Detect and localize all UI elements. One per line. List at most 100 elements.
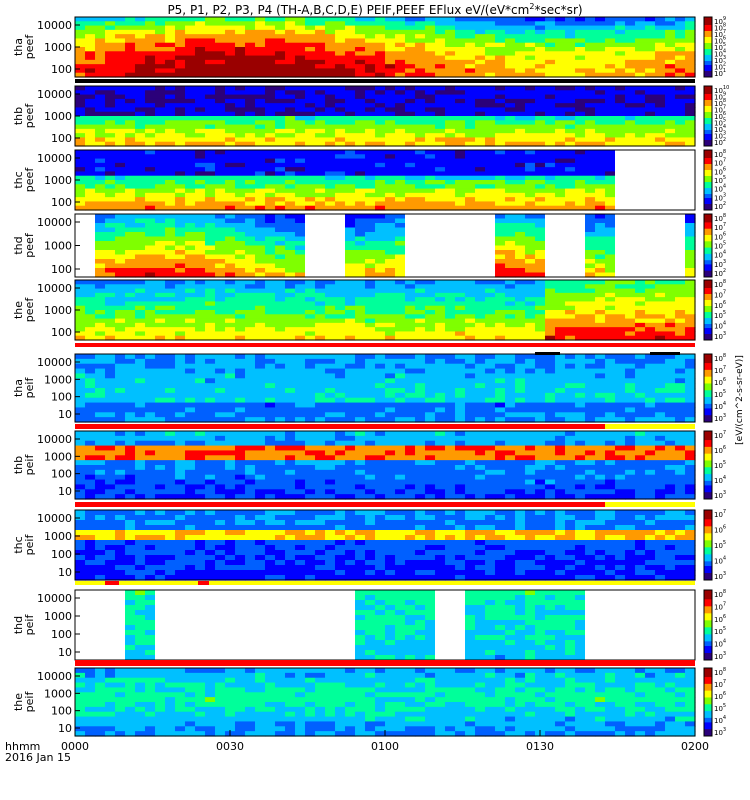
heatmap-cell <box>675 254 686 260</box>
heatmap-cell <box>425 29 436 35</box>
heatmap-cell <box>305 368 316 375</box>
heatmap-cell <box>215 184 226 190</box>
heatmap-cell <box>175 354 186 360</box>
heatmap-cell <box>395 188 406 194</box>
heatmap-cell <box>605 90 616 96</box>
heatmap-cell <box>495 55 506 61</box>
heatmap-cell <box>95 417 106 423</box>
heatmap-cell <box>425 272 436 278</box>
heatmap-cell <box>665 64 676 70</box>
heatmap-cell <box>455 272 466 278</box>
heatmap-cell <box>385 38 396 44</box>
heatmap-cell <box>155 327 166 333</box>
heatmap-cell <box>575 327 586 333</box>
heatmap-cell <box>125 150 136 155</box>
heatmap-cell <box>225 358 236 365</box>
heatmap-cell <box>585 167 596 173</box>
heatmap-cell <box>245 363 256 370</box>
heatmap-cell <box>235 124 246 130</box>
heatmap-cell <box>585 103 596 109</box>
heatmap-cell <box>315 72 326 78</box>
heatmap-cell <box>455 232 466 238</box>
heatmap-cell <box>335 250 346 256</box>
heatmap-cell <box>555 227 566 233</box>
heatmap-cell <box>225 402 236 409</box>
heatmap-cell <box>315 335 326 341</box>
heatmap-cell <box>155 241 166 247</box>
heatmap-cell <box>655 25 666 31</box>
heatmap-cell <box>105 141 116 147</box>
heatmap-cell <box>115 29 126 35</box>
heatmap-cell <box>235 103 246 109</box>
heatmap-cell <box>175 268 186 274</box>
heatmap-cell <box>175 297 186 303</box>
heatmap-cell <box>625 25 636 31</box>
heatmap-cell <box>345 254 356 260</box>
heatmap-cell <box>325 397 336 404</box>
heatmap-cell <box>455 310 466 315</box>
heatmap-cell <box>205 288 216 294</box>
heatmap-cell <box>445 162 456 168</box>
heatmap-cell <box>395 268 406 274</box>
heatmap-cell <box>105 90 116 96</box>
heatmap-cell <box>375 72 386 78</box>
heatmap-cell <box>425 263 436 269</box>
heatmap-cell <box>345 175 356 181</box>
colorbar-segment <box>704 200 712 203</box>
heatmap-cell <box>245 59 256 65</box>
heatmap-cell <box>195 214 206 220</box>
heatmap-cell <box>615 90 626 96</box>
heatmap-cell <box>85 128 96 134</box>
heatmap-cell <box>565 335 576 341</box>
heatmap-cell <box>195 205 206 211</box>
colorbar-segment <box>704 53 712 56</box>
heatmap-cell <box>655 158 666 164</box>
heatmap-cell <box>165 72 176 78</box>
heatmap-cell <box>465 141 476 147</box>
heatmap-cell <box>615 305 626 311</box>
heatmap-cell <box>235 133 246 139</box>
heatmap-cell <box>145 397 156 404</box>
heatmap-cell <box>545 259 556 265</box>
heatmap-cell <box>215 86 226 91</box>
heatmap-cell <box>485 21 496 27</box>
heatmap-cell <box>465 64 476 70</box>
heatmap-cell <box>485 59 496 65</box>
heatmap-cell <box>375 272 386 278</box>
heatmap-cell <box>595 272 606 278</box>
heatmap-cell <box>405 205 416 211</box>
heatmap-cell <box>615 128 626 134</box>
heatmap-cell <box>165 268 176 274</box>
heatmap-cell <box>675 322 686 328</box>
heatmap-cell <box>95 171 106 177</box>
heatmap-cell <box>205 363 216 370</box>
heatmap-cell <box>355 141 366 147</box>
heatmap-cell <box>655 236 666 242</box>
heatmap-cell <box>335 116 346 121</box>
heatmap-cell <box>515 254 526 260</box>
heatmap-cell <box>395 72 406 78</box>
heatmap-cell <box>635 175 646 181</box>
colorbar-segment <box>704 182 712 185</box>
heatmap-cell <box>505 162 516 168</box>
heatmap-cell <box>525 158 536 164</box>
heatmap-cell <box>685 227 696 233</box>
heatmap-cell <box>85 259 96 265</box>
heatmap-cell <box>565 263 576 269</box>
heatmap-cell <box>165 111 176 117</box>
heatmap-cell <box>405 154 416 160</box>
heatmap-cell <box>505 42 516 48</box>
heatmap-cell <box>115 175 126 181</box>
heatmap-cell <box>95 301 106 307</box>
heatmap-cell <box>345 98 356 104</box>
heatmap-cell <box>595 175 606 181</box>
colorbar-segment <box>704 94 712 97</box>
heatmap-cell <box>135 51 146 57</box>
heatmap-cell <box>295 94 306 100</box>
heatmap-cell <box>145 120 156 126</box>
heatmap-cell <box>215 171 226 177</box>
heatmap-cell <box>265 354 276 360</box>
heatmap-cell <box>135 318 146 324</box>
heatmap-cell <box>395 175 406 181</box>
heatmap-cell <box>75 38 86 44</box>
